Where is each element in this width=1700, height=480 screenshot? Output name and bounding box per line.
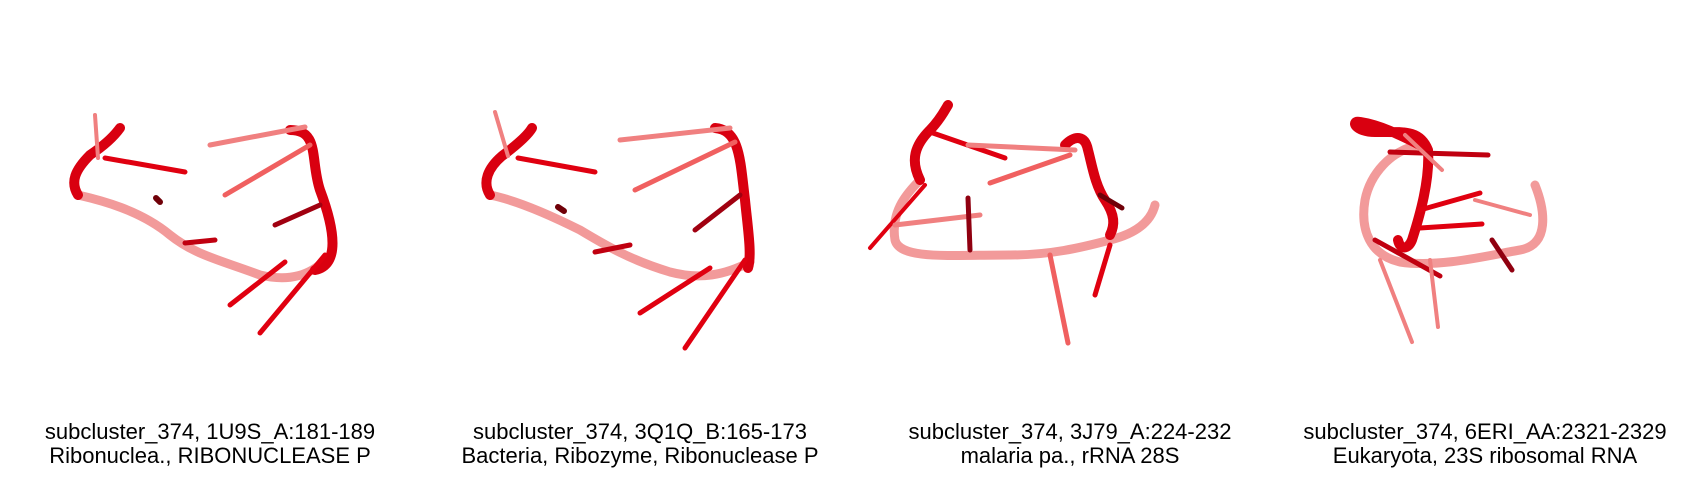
- caption-title: subcluster_374, 3J79_A:224-232: [908, 419, 1232, 444]
- structure-caption: subcluster_374, 1U9S_A:181-189 Ribonucle…: [20, 420, 400, 468]
- caption-subtitle: Eukaryota, 23S ribosomal RNA: [1332, 443, 1638, 468]
- structure-caption: subcluster_374, 3Q1Q_B:165-173 Bacteria,…: [440, 420, 840, 468]
- structure-caption: subcluster_374, 3J79_A:224-232 malaria p…: [870, 420, 1270, 468]
- caption-subtitle: Bacteria, Ribozyme, Ribonuclease P: [461, 443, 819, 468]
- structure-panel-1: subcluster_374, 1U9S_A:181-189 Ribonucle…: [20, 0, 400, 480]
- structure-panel-2: subcluster_374, 3Q1Q_B:165-173 Bacteria,…: [440, 0, 840, 480]
- structure-panel-3: subcluster_374, 3J79_A:224-232 malaria p…: [868, 0, 1270, 480]
- caption-title: subcluster_374, 3Q1Q_B:165-173: [473, 419, 807, 444]
- rna-structure-render: [69, 113, 338, 336]
- caption-subtitle: Ribonuclea., RIBONUCLEASE P: [49, 443, 371, 468]
- rna-structure-render: [481, 110, 755, 351]
- caption-title: subcluster_374, 1U9S_A:181-189: [44, 419, 376, 444]
- rna-structure-render: [1350, 116, 1548, 344]
- caption-subtitle: malaria pa., rRNA 28S: [960, 443, 1180, 468]
- structure-caption: subcluster_374, 6ERI_AA:2321-2329 Eukary…: [1280, 420, 1690, 468]
- caption-title: subcluster_374, 6ERI_AA:2321-2329: [1303, 419, 1667, 444]
- structure-panel-4: subcluster_374, 6ERI_AA:2321-2329 Eukary…: [1280, 0, 1690, 480]
- rna-structure-render: [868, 100, 1160, 346]
